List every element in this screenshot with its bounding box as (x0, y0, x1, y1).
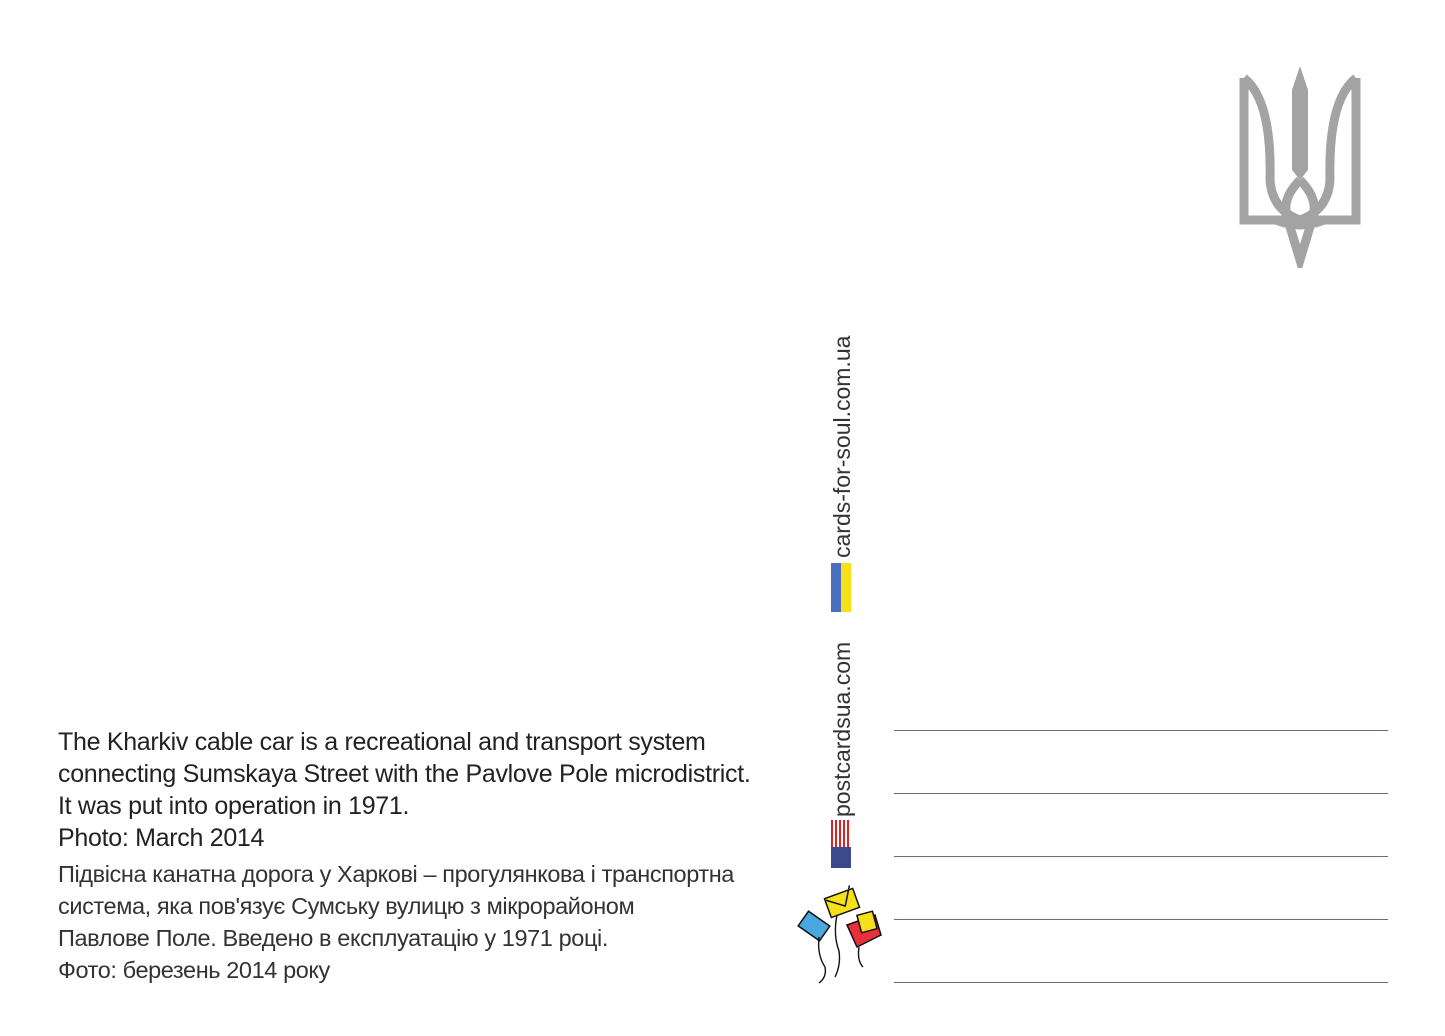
address-line (894, 730, 1388, 731)
address-line (894, 856, 1388, 857)
address-line (894, 919, 1388, 920)
uk-line: Підвісна канатна дорога у Харкові – прог… (58, 861, 734, 887)
trident-emblem-icon (1239, 66, 1361, 268)
en-photo-date: Photo: March 2014 (58, 824, 265, 852)
us-site-url: postcardsua.com (829, 641, 855, 817)
uk-line: система, яка пов'язує Сумську вулицю з м… (58, 893, 635, 919)
en-line: It was put into operation in 1971. (58, 792, 410, 820)
ua-site-url: cards-for-soul.com.ua (829, 335, 855, 558)
us-flag-icon (831, 820, 851, 868)
kite-envelopes-logo-icon (797, 885, 882, 984)
ukrainian-flag-icon (831, 563, 851, 612)
address-line (894, 982, 1388, 983)
en-line: connecting Sumskaya Street with the Pavl… (58, 760, 751, 788)
en-line: The Kharkiv cable car is a recreational … (58, 728, 706, 756)
uk-line: Павлове Поле. Введено в експлуатацію у 1… (58, 925, 608, 951)
uk-photo-date: Фото: березень 2014 року (58, 957, 330, 983)
address-line (894, 793, 1388, 794)
description-english: The Kharkiv cable car is a recreational … (58, 726, 751, 854)
description-ukrainian: Підвісна канатна дорога у Харкові – прог… (58, 858, 734, 986)
